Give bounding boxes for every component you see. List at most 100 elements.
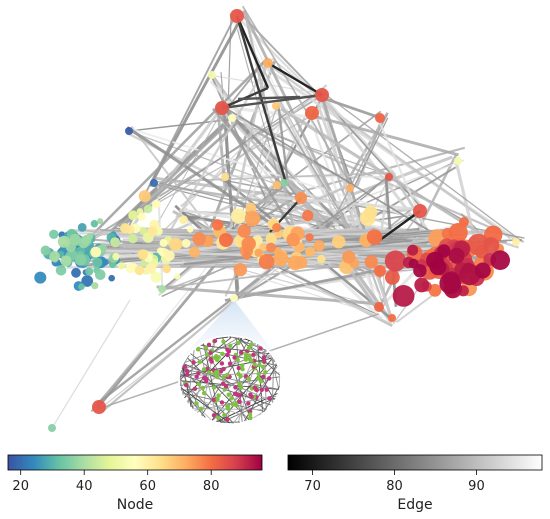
network-node bbox=[117, 262, 126, 270]
network-node bbox=[364, 255, 378, 269]
network-node bbox=[385, 270, 400, 285]
inset-node bbox=[194, 401, 199, 406]
network-node bbox=[272, 223, 282, 233]
network-node bbox=[392, 285, 415, 307]
network-node bbox=[448, 223, 468, 243]
inset-edge bbox=[203, 343, 222, 423]
network-node bbox=[162, 264, 172, 274]
network-node bbox=[294, 256, 308, 269]
network-node bbox=[280, 179, 288, 187]
inset-node bbox=[213, 370, 219, 375]
network-node bbox=[34, 271, 47, 284]
inset-node bbox=[208, 350, 213, 356]
inset-edge bbox=[258, 413, 262, 416]
network-node bbox=[241, 236, 256, 251]
network-node bbox=[71, 267, 81, 278]
inset-node bbox=[261, 355, 267, 360]
network-node bbox=[211, 219, 224, 231]
inset-node bbox=[249, 394, 254, 399]
inset-node bbox=[236, 340, 241, 346]
inset-edge bbox=[235, 337, 243, 422]
network-node bbox=[81, 275, 94, 287]
inset-node bbox=[229, 396, 234, 401]
network-node bbox=[162, 248, 169, 255]
network-edge bbox=[320, 90, 522, 242]
node-layer bbox=[34, 9, 520, 432]
inset-node bbox=[262, 359, 267, 364]
inset-node bbox=[225, 417, 230, 422]
network-edge bbox=[209, 72, 267, 199]
network-node bbox=[157, 247, 164, 254]
network-edge bbox=[148, 18, 242, 188]
colorbar-tick-label: 80 bbox=[203, 479, 220, 494]
network-edge bbox=[161, 182, 329, 225]
network-node bbox=[49, 251, 60, 262]
network-edge bbox=[269, 64, 511, 240]
inset-edge bbox=[249, 340, 276, 362]
inset-node bbox=[221, 366, 226, 372]
inset-edge bbox=[200, 344, 270, 355]
network-node bbox=[112, 252, 120, 261]
network-node bbox=[315, 88, 329, 102]
network-node bbox=[231, 208, 247, 224]
inset-edge bbox=[179, 336, 232, 380]
inset-node bbox=[184, 368, 190, 374]
network-node bbox=[230, 9, 244, 23]
network-node bbox=[215, 101, 229, 115]
network-node bbox=[413, 204, 427, 218]
network-edge bbox=[216, 106, 227, 187]
network-node bbox=[385, 173, 393, 181]
network-node bbox=[413, 264, 427, 278]
network-node bbox=[228, 114, 236, 122]
network-node bbox=[272, 181, 282, 190]
network-node bbox=[459, 217, 469, 227]
inset-node bbox=[211, 385, 217, 390]
network-node bbox=[158, 285, 166, 293]
inset-node bbox=[219, 400, 225, 405]
network-node bbox=[375, 113, 385, 123]
network-node bbox=[48, 424, 56, 432]
network-edge-strong bbox=[237, 95, 301, 101]
inset-node bbox=[238, 374, 243, 379]
network-node bbox=[313, 240, 325, 252]
inset-node bbox=[211, 413, 217, 418]
network-node bbox=[490, 250, 511, 270]
network-node bbox=[363, 205, 378, 219]
network-node bbox=[482, 237, 500, 254]
network-node bbox=[57, 235, 70, 248]
inset-node bbox=[195, 347, 201, 352]
network-edge bbox=[280, 107, 489, 240]
inset-node bbox=[238, 385, 244, 391]
network-node bbox=[448, 247, 465, 264]
network-node bbox=[467, 233, 490, 256]
inset-node bbox=[246, 345, 252, 351]
network-node bbox=[77, 223, 87, 232]
inset-node bbox=[234, 391, 239, 397]
network-node bbox=[428, 283, 442, 297]
edge-colorbar-ticks: 70 80 90 bbox=[304, 470, 485, 494]
network-node bbox=[49, 229, 59, 239]
network-node bbox=[272, 102, 280, 110]
inset-node bbox=[220, 351, 225, 357]
network-node bbox=[97, 218, 104, 225]
network-node bbox=[384, 250, 406, 272]
inset-node bbox=[196, 382, 202, 387]
network-edge bbox=[290, 182, 306, 194]
network-edge bbox=[125, 104, 226, 235]
network-node bbox=[388, 314, 396, 322]
network-node bbox=[263, 58, 273, 68]
network-edge bbox=[75, 57, 269, 252]
inset-node bbox=[237, 399, 242, 404]
network-node bbox=[143, 204, 153, 214]
inset-node bbox=[200, 385, 205, 391]
network-node bbox=[474, 262, 491, 279]
network-node bbox=[125, 127, 133, 135]
colorbar-tick-label: 40 bbox=[76, 479, 93, 494]
inset-node bbox=[260, 374, 266, 380]
inset-node bbox=[211, 397, 217, 403]
network-edge bbox=[274, 105, 362, 248]
inset-node bbox=[204, 352, 210, 357]
inset-node bbox=[221, 339, 226, 344]
